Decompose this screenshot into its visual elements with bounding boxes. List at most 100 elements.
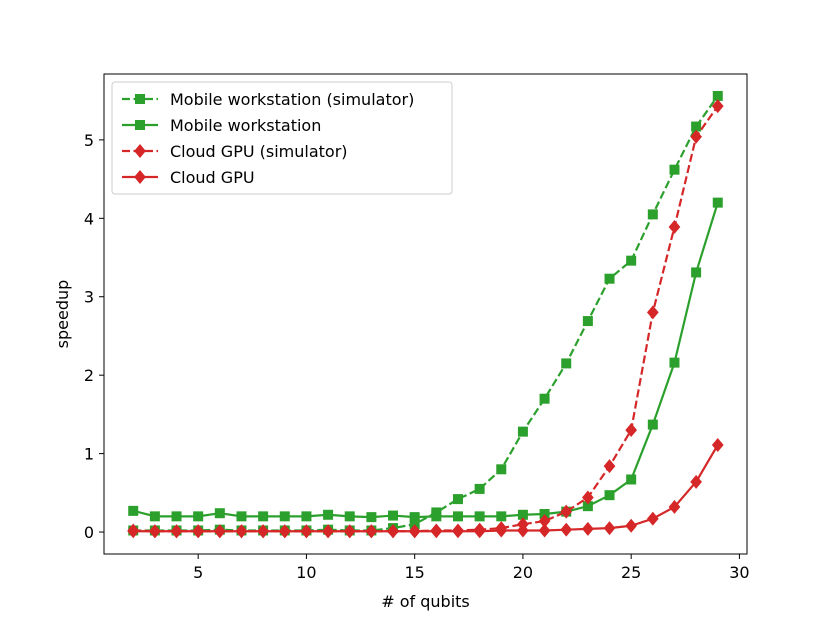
data-point [213,524,226,539]
data-point [582,490,594,505]
data-point [365,524,378,539]
legend-label: Cloud GPU [170,168,255,187]
data-point [127,524,140,539]
legend-box [111,81,453,195]
legend: Mobile workstation (simulator) Mobile wor… [111,81,453,195]
data-point [646,511,659,526]
data-point [626,474,637,485]
legend-label: Mobile workstation (simulator) [170,90,414,109]
data-point [214,508,225,519]
data-point [711,438,724,452]
x-tick-label: 30 [729,563,749,582]
data-point [582,316,593,327]
data-point [625,518,638,533]
data-point [561,358,572,369]
legend-label: Mobile workstation [170,116,321,135]
plot-area [127,90,724,539]
data-point [344,511,355,522]
data-point [128,505,139,516]
data-point [300,524,313,539]
x-tick-label: 10 [296,563,316,582]
data-point [279,511,290,522]
axes: 5 10 15 20 25 30 0 1 2 3 4 5 [84,73,750,582]
data-point [603,459,616,474]
data-point [301,511,312,522]
data-point [495,523,508,538]
data-point [538,523,551,538]
data-point [193,511,204,522]
legend-label: Cloud GPU (simulator) [170,142,348,161]
series-line [133,95,719,532]
data-point [257,524,269,539]
data-point [408,524,421,539]
y-tick-label: 4 [84,209,94,228]
x-tick-label: 20 [513,563,533,582]
x-axis-label: # of qubits [381,592,470,611]
data-point [452,524,464,539]
y-tick-label: 2 [84,366,94,385]
data-point [496,511,507,522]
data-point [388,510,399,521]
y-tick-label: 0 [84,523,94,542]
data-point [626,255,637,266]
legend-marker [135,94,145,104]
data-point [647,209,658,220]
data-point [582,521,594,536]
data-point [192,524,205,539]
data-point [258,511,269,522]
data-point [646,305,659,320]
y-tick-label: 1 [84,445,94,464]
data-point [387,524,399,539]
data-point [668,499,681,514]
series-1 [128,197,723,523]
data-point [712,90,723,101]
y-axis-label: speedup [53,280,72,349]
data-point [669,164,680,175]
data-point [343,524,356,539]
data-point [691,267,702,278]
data-point [517,523,529,538]
data-point [711,99,724,114]
data-point [474,483,485,494]
data-point [431,511,442,522]
data-point [496,464,507,475]
data-point [430,524,443,539]
x-tick-label: 15 [404,563,424,582]
y-tick-label: 5 [84,131,94,150]
data-point [539,393,550,404]
data-point [322,524,334,539]
series-line [133,444,719,533]
series-line [132,202,719,519]
x-tick-label: 25 [621,563,641,582]
data-point [668,219,681,234]
data-point [517,426,528,437]
data-point [366,512,377,523]
data-point [473,524,486,539]
data-point [409,512,420,523]
data-point [625,423,638,438]
data-point [604,490,615,501]
data-point [323,509,334,520]
x-tick-label: 5 [193,563,203,582]
data-point [149,524,161,539]
plot-frame [103,73,748,555]
data-point [669,357,680,368]
data-point [474,511,485,522]
data-point [603,521,616,536]
legend-marker [135,120,145,130]
data-point [647,419,658,430]
series-3 [127,438,724,539]
data-point [712,197,723,208]
data-point [691,121,702,132]
data-point [170,524,183,539]
data-point [452,494,463,505]
data-point [560,504,573,519]
data-point [452,511,463,522]
data-point [604,273,615,284]
y-tick-label: 3 [84,288,94,307]
data-point [235,524,248,539]
data-point [149,511,160,522]
legend-marker [134,170,146,184]
data-point [690,129,702,144]
